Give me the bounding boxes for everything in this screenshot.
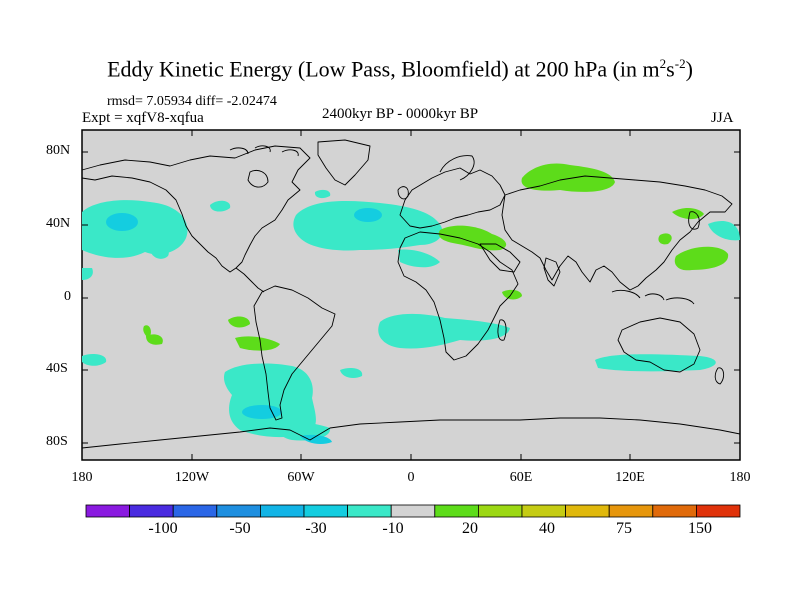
anomaly-region <box>150 246 169 259</box>
lat-label: 80N <box>46 143 71 158</box>
coastline-madagascar <box>497 319 507 341</box>
colorbar-swatch <box>85 504 130 518</box>
colorbar-label: -30 <box>305 520 327 537</box>
coastline-arabia <box>479 243 521 273</box>
colorbar-swatch <box>303 504 348 518</box>
anomaly-region <box>674 246 729 271</box>
coastline-india <box>543 257 561 287</box>
coastline-greenland <box>317 139 371 186</box>
colorbar-label: -50 <box>229 520 251 537</box>
lon-label: 180 <box>71 470 93 485</box>
colorbar-label: 75 <box>616 520 632 537</box>
anomaly-region <box>502 289 522 300</box>
lon-label: 180 <box>729 470 751 485</box>
anomaly-region <box>210 200 231 212</box>
anomaly-region <box>106 213 138 231</box>
anomaly-region <box>82 354 107 366</box>
anomaly-region <box>708 221 740 241</box>
coastline-japan <box>688 211 700 230</box>
lon-label: 0 <box>407 470 415 485</box>
lon-label: 120W <box>174 470 210 485</box>
lon-label: 120E <box>615 470 645 485</box>
colorbar-swatch <box>521 504 566 518</box>
lat-label: 40S <box>46 361 68 376</box>
anomaly-region <box>314 189 331 199</box>
anomaly-region <box>672 207 704 220</box>
anomaly-region <box>378 313 510 349</box>
anomaly-region <box>658 233 672 245</box>
colorbar-swatch <box>216 504 261 518</box>
lat-label: 0 <box>64 289 71 304</box>
anomaly-region <box>242 405 282 419</box>
axis-ticks <box>81 130 741 460</box>
map-background <box>81 129 741 461</box>
colorbar-swatch <box>565 504 610 518</box>
coastline-british-isles <box>397 186 409 200</box>
anomaly-region <box>228 316 250 328</box>
colorbar-swatch <box>172 504 218 518</box>
anomaly-region <box>82 200 188 258</box>
anomaly-region <box>595 354 716 372</box>
coastlines <box>81 139 741 449</box>
colorbar-swatch <box>696 504 741 518</box>
chart-title: Eddy Kinetic Energy (Low Pass, Bloomfiel… <box>107 56 693 82</box>
anomaly-region <box>340 368 363 378</box>
colorbar-label: 40 <box>539 520 555 537</box>
coastline-scandinavia <box>439 155 475 181</box>
colorbar-swatch <box>608 504 654 518</box>
lon-label: 60E <box>509 470 533 485</box>
colorbar-swatch <box>347 504 392 518</box>
experiment-label: Expt = xqfV8-xqfua <box>82 110 204 126</box>
colorbar-swatch <box>129 504 174 518</box>
colorbar-swatch <box>259 504 305 518</box>
colorbar-swatch <box>477 504 523 518</box>
anomaly-region <box>300 434 332 444</box>
season-label: JJA <box>711 110 734 126</box>
stats-line: rmsd= 7.05934 diff= -2.02474 <box>107 94 277 109</box>
coastline-africa <box>397 231 519 361</box>
coastline-australia <box>617 317 701 373</box>
colorbar-swatch <box>434 504 479 518</box>
anomaly-region <box>146 334 163 345</box>
coastline-central-america <box>235 267 265 293</box>
colorbar-label: 150 <box>688 520 712 537</box>
anomaly-region <box>235 336 280 351</box>
coastline-indonesia <box>611 289 695 305</box>
coastline-new-zealand <box>714 367 725 385</box>
colorbar <box>85 504 741 518</box>
anomaly-region <box>223 363 316 438</box>
period-label: 2400kyr BP - 0000kyr BP <box>322 106 479 122</box>
lat-label: 40N <box>46 216 71 231</box>
coastline-europe <box>399 167 506 229</box>
lon-label: 60W <box>287 470 315 485</box>
colorbar-swatch <box>652 504 697 518</box>
anomaly-region <box>143 325 151 338</box>
colorbar-label: -100 <box>148 520 178 537</box>
anomaly-region <box>398 249 440 268</box>
colorbar-label: -10 <box>382 520 404 537</box>
colorbar-swatch <box>390 504 436 518</box>
anomaly-region <box>354 208 382 222</box>
lat-label: 80S <box>46 434 68 449</box>
coastline-south-america <box>253 285 336 421</box>
anomaly-region <box>82 268 93 280</box>
coastline-arctic-islands <box>229 145 299 157</box>
coastline-hudson-bay <box>247 170 269 188</box>
coastline-north-america <box>81 145 311 273</box>
colorbar-label: 20 <box>462 520 478 537</box>
coastline-antarctica <box>81 417 741 449</box>
